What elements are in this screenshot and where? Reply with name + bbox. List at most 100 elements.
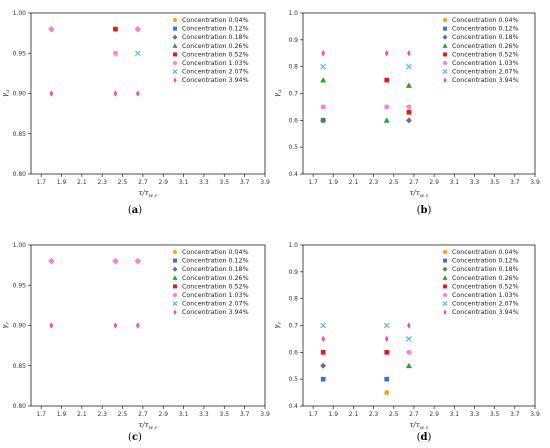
legend-marker (172, 17, 178, 23)
data-point (135, 258, 141, 264)
legend-marker (443, 77, 447, 83)
legend-marker (442, 275, 448, 280)
legend-entry-label: Concentration 3.94% (452, 77, 519, 84)
legend-marker (173, 284, 177, 289)
x-tick-label: 2.1 (349, 411, 359, 418)
y-tick-label: 0.80 (13, 171, 27, 178)
x-tick-label: 1.7 (36, 179, 46, 186)
legend-marker (172, 43, 178, 48)
legend-entry-label: Concentration 0.18% (182, 34, 249, 41)
x-tick-label: 3.1 (179, 411, 189, 418)
y-tick-label: 0.4 (288, 403, 298, 410)
legend-entry-label: Concentration 2.07% (452, 69, 519, 76)
legend: Concentration 0.04%Concentration 0.12%Co… (172, 249, 249, 316)
data-point (405, 117, 412, 124)
legend-marker (172, 301, 178, 307)
legend-entry-label: Concentration 2.07% (182, 301, 249, 308)
data-point (320, 376, 326, 382)
legend-marker (173, 77, 177, 83)
x-tick-label: 3.3 (199, 179, 209, 186)
data-point (384, 335, 389, 343)
legend-entry-label: Concentration 3.94% (182, 77, 249, 84)
y-tick-label: 0.85 (13, 363, 27, 370)
data-point (49, 322, 54, 329)
x-tick-label: 1.9 (57, 179, 67, 186)
x-tick-label: 3.7 (240, 179, 250, 186)
data-point (112, 258, 118, 264)
y-axis-label: γa (273, 90, 283, 97)
legend-entry-label: Concentration 0.52% (182, 283, 249, 290)
legend-marker (173, 258, 177, 263)
data-point (406, 349, 412, 355)
legend-entry-label: Concentration 0.12% (182, 26, 249, 33)
x-tick-label: 2.9 (158, 179, 168, 186)
panel-tag: (d) (417, 432, 432, 443)
data-point (321, 335, 325, 343)
y-axis-label: γr (1, 322, 11, 329)
y-tick-label: 0.6 (288, 349, 298, 356)
data-point (405, 362, 412, 369)
x-tick-label: 3.9 (530, 411, 540, 418)
legend-entry-label: Concentration 0.26% (182, 43, 249, 50)
x-tick-label: 1.7 (308, 411, 318, 418)
x-tick-label: 2.7 (138, 179, 148, 186)
panel-tag: (a) (128, 205, 142, 216)
legend-marker (442, 43, 448, 48)
legend-marker (172, 275, 178, 280)
data-point (48, 26, 54, 32)
legend-marker (172, 69, 178, 75)
x-tick-label: 2.5 (389, 179, 399, 186)
panel-tag: (b) (417, 205, 432, 216)
legend-marker (442, 301, 448, 307)
chart-panel-b: 1.7 1.9 2.1 2.3 2.5 2.7 2.9 3.1 3.3 3.5 3.7 3.9 0.4 0… (273, 10, 540, 216)
x-tick-label: 3.5 (490, 411, 500, 418)
y-tick-label: 0.85 (13, 131, 27, 138)
x-tick-label: 3.1 (450, 179, 460, 186)
y-tick-label: 0.90 (13, 323, 27, 330)
data-point (406, 104, 412, 110)
legend-entry-label: Concentration 0.04% (452, 17, 519, 24)
x-tick-label: 3.3 (470, 179, 480, 186)
legend-entry-label: Concentration 1.03% (452, 292, 519, 299)
legend-marker (172, 34, 178, 40)
data-point (406, 109, 412, 115)
y-tick-label: 0.4 (288, 171, 298, 178)
y-tick-label: 1.00 (13, 10, 27, 17)
legend-marker (443, 284, 447, 289)
x-tick-label: 1.9 (57, 411, 67, 418)
x-tick-label: 3.7 (510, 179, 520, 186)
y-tick-label: 0.95 (13, 50, 27, 57)
legend-entry-label: Concentration 0.26% (452, 275, 519, 282)
y-tick-label: 0.90 (13, 91, 27, 98)
legend-entry-label: Concentration 3.94% (452, 309, 519, 316)
data-point (320, 362, 327, 369)
x-axis-label: τ/τw c (139, 189, 158, 199)
data-point (320, 77, 327, 83)
y-tick-label: 0.5 (288, 376, 298, 383)
legend-marker (172, 60, 178, 66)
x-axis-label: τ/τw c (139, 421, 158, 431)
data-point (407, 322, 411, 329)
x-tick-label: 1.9 (328, 179, 338, 186)
data-point (407, 50, 411, 57)
data-point (48, 258, 54, 264)
x-tick-label: 2.5 (389, 411, 399, 418)
data-point (384, 349, 390, 355)
data-point (384, 376, 390, 382)
x-tick-label: 2.1 (349, 179, 359, 186)
x-tick-label: 3.1 (450, 411, 460, 418)
legend-marker (443, 26, 447, 31)
data-point (383, 117, 390, 123)
legend-entry-label: Concentration 0.04% (182, 17, 249, 24)
legend-entry-label: Concentration 3.94% (182, 309, 249, 316)
y-tick-label: 0.7 (288, 91, 298, 98)
y-tick-label: 0.95 (13, 282, 27, 289)
data-point (384, 104, 390, 110)
legend-marker (443, 258, 447, 263)
x-tick-label: 2.3 (369, 179, 379, 186)
legend-marker (172, 249, 178, 255)
data-point (320, 117, 327, 124)
data-point (113, 322, 118, 329)
x-tick-label: 2.7 (138, 411, 148, 418)
y-tick-label: 1.00 (13, 242, 27, 249)
